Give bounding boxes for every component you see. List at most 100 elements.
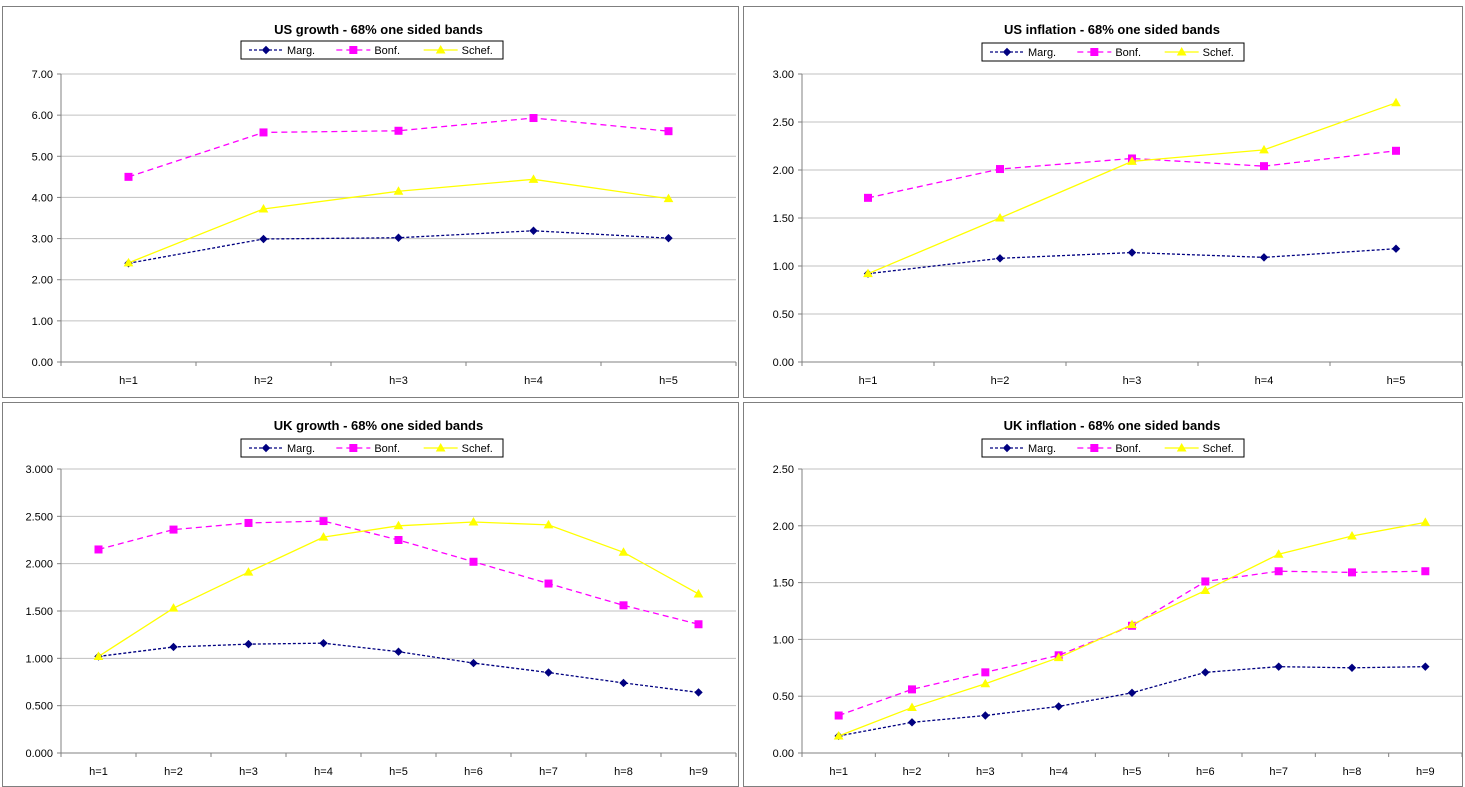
legend-label: Bonf. xyxy=(1115,47,1141,59)
data-point xyxy=(394,126,403,135)
y-tick-label: 0.50 xyxy=(773,691,794,703)
y-tick-label: 2.000 xyxy=(25,559,53,571)
data-point xyxy=(981,668,990,677)
y-tick-label: 6.00 xyxy=(32,110,53,122)
x-tick-label: h=2 xyxy=(164,766,183,778)
series-points-schef xyxy=(863,97,1401,278)
y-tick-label: 1.50 xyxy=(773,578,794,590)
x-tick-label: h=3 xyxy=(1123,375,1142,387)
data-point xyxy=(243,567,254,576)
legend-box xyxy=(240,40,504,60)
data-point xyxy=(1053,652,1064,662)
data-point xyxy=(543,519,554,529)
chart-svg-uk-inflation: UK inflation - 68% one sided bands 0.00 0.… xyxy=(773,418,1462,778)
x-tick-label: h=5 xyxy=(389,766,408,778)
data-point xyxy=(169,525,178,534)
data-point xyxy=(834,711,843,720)
x-tick-label: h=3 xyxy=(976,766,995,778)
data-point xyxy=(1127,156,1137,165)
y-tick-label: 2.50 xyxy=(773,117,794,129)
y-tick-label: 3.00 xyxy=(773,69,794,81)
legend-swatch-marker xyxy=(1090,444,1099,452)
y-tick-label: 1.000 xyxy=(25,653,53,665)
data-point xyxy=(544,579,553,588)
data-point xyxy=(394,233,403,242)
y-tick-label: 1.00 xyxy=(773,634,794,646)
data-point xyxy=(1274,567,1283,576)
legend-label: Schef. xyxy=(462,45,493,57)
data-point xyxy=(864,193,872,202)
legend-swatch-marker xyxy=(261,443,271,453)
y-tick-label: 1.00 xyxy=(32,316,53,328)
series-points-marg xyxy=(834,662,1430,741)
chart-title: UK inflation - 68% one sided bands xyxy=(1004,418,1221,433)
data-point xyxy=(1348,568,1356,577)
chart-svg-us-inflation: US inflation - 68% one sided bands 0.00 0.… xyxy=(773,22,1462,387)
y-tick-label: 0.00 xyxy=(773,748,794,760)
y-tick-label: 0.000 xyxy=(25,748,53,760)
legend-swatch-marker xyxy=(1002,443,1012,453)
series-points-schef xyxy=(93,517,704,660)
data-point xyxy=(1273,549,1284,558)
legend-box xyxy=(981,42,1245,62)
data-point xyxy=(244,639,253,649)
data-point xyxy=(1054,702,1063,711)
data-point xyxy=(694,620,703,629)
legend-label: Schef. xyxy=(1203,443,1234,455)
data-point xyxy=(259,234,268,244)
series-line-bonf xyxy=(838,570,1426,717)
data-point xyxy=(1347,663,1357,673)
x-tick-label: h=4 xyxy=(524,375,543,387)
data-point xyxy=(1127,688,1137,697)
data-point xyxy=(1392,146,1400,155)
x-tick-label: h=7 xyxy=(1269,766,1288,778)
y-tick-label: 2.500 xyxy=(25,511,53,523)
data-point xyxy=(168,603,179,612)
series-points-marg xyxy=(94,638,703,697)
chart-panel-uk-growth: UK growth - 68% one sided bands 0.000 0.50… xyxy=(2,402,739,787)
y-tick-label: 3.000 xyxy=(25,464,53,476)
legend-box xyxy=(240,438,504,458)
series-line-bonf xyxy=(128,117,669,178)
series-points-bonf xyxy=(124,114,673,181)
x-tick-label: h=2 xyxy=(903,766,922,778)
data-point xyxy=(93,651,104,660)
data-point xyxy=(169,642,178,652)
data-point xyxy=(393,186,404,195)
x-tick-label: h=4 xyxy=(314,766,333,778)
data-point xyxy=(1127,619,1137,629)
data-point xyxy=(469,658,478,668)
series-points-schef xyxy=(123,174,674,267)
data-point xyxy=(618,547,629,556)
x-tick-label: h=8 xyxy=(1343,766,1362,778)
data-point xyxy=(1259,253,1269,262)
y-tick-label: 2.00 xyxy=(773,521,794,533)
data-point xyxy=(469,557,478,566)
data-point xyxy=(529,226,538,235)
legend: Marg. Bonf. Schef. xyxy=(240,438,504,458)
chart-panel-uk-inflation: UK inflation - 68% one sided bands 0.00 0.… xyxy=(743,402,1463,787)
legend-label: Bonf. xyxy=(374,45,400,57)
series-line-bonf xyxy=(867,150,1397,199)
legend: Marg. Bonf. Schef. xyxy=(981,42,1245,62)
legend-label: Schef. xyxy=(1203,47,1234,59)
x-tick-label: h=4 xyxy=(1255,375,1274,387)
legend-swatch-marker xyxy=(261,45,271,55)
legend-label: Marg. xyxy=(287,443,315,455)
chart-panel-us-growth: US growth - 68% one sided bands 0.00 1.00 2… xyxy=(2,6,739,398)
data-point xyxy=(1421,567,1430,576)
data-point xyxy=(996,165,1004,174)
series-points-bonf xyxy=(94,517,703,629)
data-point xyxy=(1274,662,1283,671)
legend-box xyxy=(981,438,1245,458)
data-point xyxy=(981,711,990,720)
data-point xyxy=(529,114,538,123)
legend-label: Schef. xyxy=(462,443,493,455)
y-tick-label: 0.50 xyxy=(773,309,794,321)
data-point xyxy=(394,536,403,544)
x-tick-label: h=2 xyxy=(991,375,1010,387)
data-point xyxy=(908,685,916,694)
series-line-schef xyxy=(867,102,1397,275)
data-point xyxy=(528,174,539,183)
series-points-schef xyxy=(833,517,1431,740)
